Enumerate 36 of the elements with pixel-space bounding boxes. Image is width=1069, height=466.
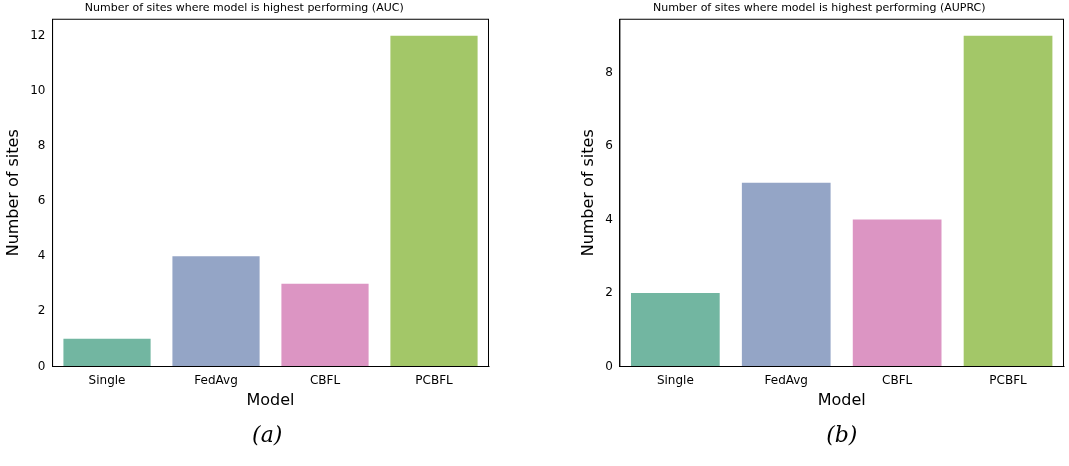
x-tick-label: PCBFL — [415, 372, 454, 387]
x-axis-title: Model — [817, 389, 866, 409]
text: (a) — [251, 422, 284, 447]
x-tick-label: FedAvg — [194, 372, 238, 387]
y-axis-title: Number of sites — [2, 129, 22, 257]
text: (b) — [825, 422, 859, 447]
x-tick-label: FedAvg — [763, 372, 808, 387]
bar — [63, 338, 151, 367]
bar — [852, 219, 941, 367]
y-tick-label: 10 — [30, 82, 46, 97]
y-tick-label: 2 — [604, 285, 613, 300]
chart-title: Number of sites where model is highest performing (AUPRC) — [652, 1, 986, 15]
x-tick-label: CBFL — [309, 372, 341, 387]
y-tick-label: 2 — [37, 303, 46, 318]
chart-title: Number of sites where model is highest performing (AUC) — [84, 1, 404, 15]
x-tick-label: PCBFL — [988, 372, 1027, 387]
y-axis-title: Number of sites — [577, 129, 597, 257]
x-tick-label: Single — [88, 372, 126, 387]
y-tick-label: 8 — [604, 64, 613, 79]
y-tick-label: 6 — [604, 138, 613, 153]
bar — [741, 182, 831, 367]
bar — [963, 35, 1052, 367]
y-tick-label: 4 — [604, 211, 613, 226]
y-tick-label: 8 — [37, 138, 46, 153]
y-tick-label: 12 — [30, 27, 46, 42]
bar — [281, 283, 369, 367]
x-tick-label: Single — [656, 372, 694, 387]
x-axis-title: Model — [246, 389, 295, 409]
y-tick-label: 0 — [604, 358, 613, 373]
bar — [172, 256, 260, 367]
x-tick-label: CBFL — [881, 372, 913, 387]
y-tick-label: 4 — [37, 248, 46, 263]
y-tick-label: 6 — [37, 193, 46, 208]
bar — [390, 35, 478, 367]
bar — [630, 292, 720, 367]
y-tick-label: 0 — [37, 358, 46, 373]
